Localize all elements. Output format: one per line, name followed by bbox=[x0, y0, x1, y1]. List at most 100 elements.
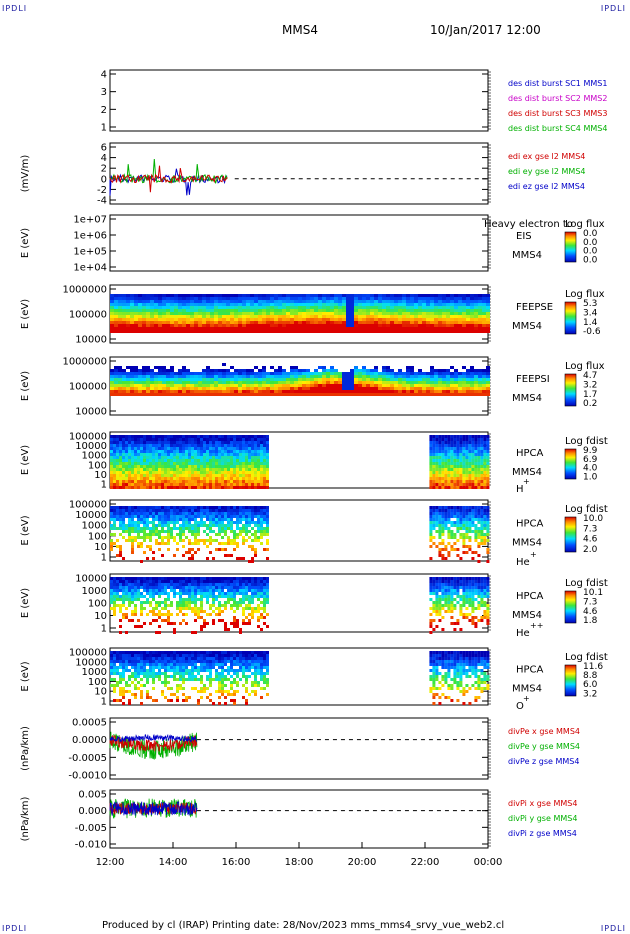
pixel bbox=[366, 306, 370, 309]
pixel bbox=[302, 315, 306, 318]
pixel bbox=[203, 542, 206, 545]
pixel bbox=[131, 453, 134, 456]
pixel bbox=[224, 512, 227, 515]
pixel bbox=[161, 586, 164, 589]
pixel bbox=[212, 530, 215, 533]
pixel bbox=[137, 580, 140, 583]
pixel bbox=[450, 453, 454, 456]
y-tick-label: 0.000 bbox=[78, 806, 107, 817]
pixel bbox=[294, 366, 298, 369]
pixel bbox=[258, 390, 262, 393]
pixel bbox=[118, 321, 122, 324]
pixel bbox=[278, 303, 282, 306]
pixel bbox=[242, 438, 245, 441]
pixel bbox=[474, 303, 478, 306]
pixel bbox=[122, 318, 126, 321]
pixel bbox=[486, 312, 490, 315]
pixel bbox=[270, 366, 274, 369]
pixel bbox=[119, 631, 122, 634]
pixel bbox=[218, 483, 221, 486]
pixel bbox=[134, 303, 138, 306]
pixel bbox=[251, 474, 254, 477]
pixel bbox=[166, 387, 170, 390]
pixel bbox=[318, 321, 322, 324]
pixel bbox=[185, 441, 188, 444]
pixel bbox=[116, 474, 119, 477]
pixel bbox=[152, 462, 155, 465]
pixel bbox=[140, 447, 143, 450]
y-tick-label: -0.0005 bbox=[68, 753, 107, 764]
pixel bbox=[480, 483, 484, 486]
pixel bbox=[155, 631, 158, 634]
pixel bbox=[302, 375, 306, 378]
pixel bbox=[134, 592, 137, 595]
pixel bbox=[334, 303, 338, 306]
pixel bbox=[197, 459, 200, 462]
pixel bbox=[167, 542, 170, 545]
pixel bbox=[167, 580, 170, 583]
pixel bbox=[170, 315, 174, 318]
pixel bbox=[294, 381, 298, 384]
pixel bbox=[197, 524, 200, 527]
y-tick-label: -0.0010 bbox=[68, 771, 107, 782]
pixel bbox=[462, 474, 466, 477]
pixel bbox=[454, 312, 458, 315]
pixel bbox=[430, 294, 434, 297]
colorbar-label: 0.0 bbox=[583, 255, 598, 265]
pixel bbox=[227, 518, 230, 521]
pixel bbox=[290, 372, 294, 375]
colorbar-label: 5.3 bbox=[583, 299, 597, 309]
pixel bbox=[158, 390, 162, 393]
pixel bbox=[294, 327, 298, 330]
pixel bbox=[128, 509, 131, 512]
pixel bbox=[257, 435, 260, 438]
pixel bbox=[198, 387, 202, 390]
pixel bbox=[206, 297, 210, 300]
pixel bbox=[266, 312, 270, 315]
pixel bbox=[212, 447, 215, 450]
pixel bbox=[114, 390, 118, 393]
y-tick-label: 0 bbox=[101, 174, 107, 185]
pixel bbox=[486, 441, 490, 444]
pixel bbox=[161, 462, 164, 465]
pixel bbox=[257, 515, 260, 518]
pixel bbox=[218, 306, 222, 309]
pixel bbox=[350, 372, 354, 375]
pixel bbox=[182, 381, 186, 384]
pixel bbox=[146, 387, 150, 390]
pixel bbox=[350, 318, 354, 321]
pixel bbox=[394, 306, 398, 309]
pixel bbox=[438, 375, 442, 378]
pixel bbox=[362, 330, 366, 333]
pixel bbox=[110, 506, 113, 509]
pixel bbox=[118, 318, 122, 321]
pixel bbox=[224, 530, 227, 533]
pixel bbox=[370, 390, 374, 393]
pixel bbox=[185, 462, 188, 465]
pixel bbox=[221, 542, 224, 545]
pixel bbox=[142, 387, 146, 390]
pixel bbox=[480, 521, 484, 524]
pixel bbox=[486, 384, 490, 387]
pixel bbox=[478, 375, 482, 378]
pixel bbox=[263, 521, 266, 524]
pixel bbox=[239, 468, 242, 471]
pixel bbox=[164, 589, 167, 592]
pixel bbox=[170, 441, 173, 444]
pixel bbox=[465, 483, 469, 486]
pixel bbox=[137, 577, 140, 580]
pixel bbox=[477, 459, 481, 462]
pixel bbox=[354, 387, 358, 390]
pixel bbox=[214, 390, 218, 393]
pixel bbox=[113, 471, 116, 474]
pixel bbox=[429, 483, 433, 486]
pixel bbox=[194, 518, 197, 521]
pixel bbox=[128, 477, 131, 480]
colorbar-label: 1.4 bbox=[583, 318, 598, 328]
pixel bbox=[294, 375, 298, 378]
pixel bbox=[119, 486, 122, 489]
pixel bbox=[227, 465, 230, 468]
pixel bbox=[182, 327, 186, 330]
pixel bbox=[122, 435, 125, 438]
pixel bbox=[122, 524, 125, 527]
